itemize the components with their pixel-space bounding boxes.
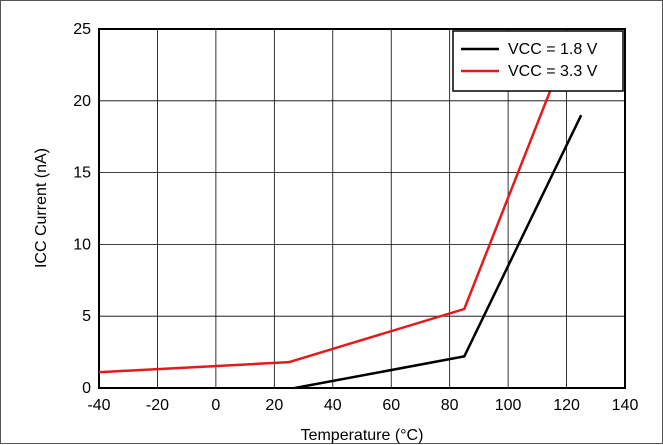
series-lines (99, 85, 583, 388)
y-tick-label: 0 (82, 380, 91, 397)
x-axis-title: Temperature (°C) (301, 427, 424, 444)
y-axis-title: ICC Current (nA) (33, 148, 50, 268)
plot-area-border (98, 28, 626, 389)
y-tick-label: 25 (73, 21, 91, 38)
x-tick-label: 120 (553, 397, 580, 414)
x-tick-label: 40 (324, 397, 342, 414)
legend: VCC = 1.8 V VCC = 3.3 V (452, 30, 624, 92)
x-tick-label: -20 (146, 397, 169, 414)
series-line-vcc-1-8 (294, 114, 583, 388)
x-axis-ticks: -40 -20 0 20 40 60 80 100 120 140 (87, 397, 638, 414)
y-tick-label: 20 (73, 93, 91, 110)
x-tick-label: 100 (495, 397, 522, 414)
legend-box (452, 30, 624, 92)
x-tick-label: 60 (382, 397, 400, 414)
x-tick-label: -40 (87, 397, 110, 414)
legend-label-vcc-3-3: VCC = 3.3 V (508, 63, 598, 80)
x-tick-label: 140 (612, 397, 639, 414)
y-tick-label: 5 (82, 308, 91, 325)
y-axis-ticks: 0 5 10 15 20 25 (73, 21, 91, 397)
x-tick-label: 0 (211, 397, 220, 414)
grid-lines (99, 29, 625, 388)
x-tick-label: 20 (265, 397, 283, 414)
x-tick-label: 80 (441, 397, 459, 414)
series-line-vcc-3-3 (99, 85, 554, 374)
legend-label-vcc-1-8: VCC = 1.8 V (508, 41, 598, 58)
y-tick-label: 15 (73, 165, 91, 182)
y-tick-label: 10 (73, 236, 91, 253)
